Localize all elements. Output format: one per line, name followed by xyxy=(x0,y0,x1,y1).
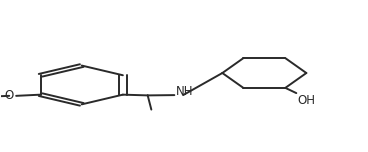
Text: NH: NH xyxy=(176,85,193,98)
Text: OH: OH xyxy=(297,94,315,107)
Text: O: O xyxy=(4,89,14,102)
